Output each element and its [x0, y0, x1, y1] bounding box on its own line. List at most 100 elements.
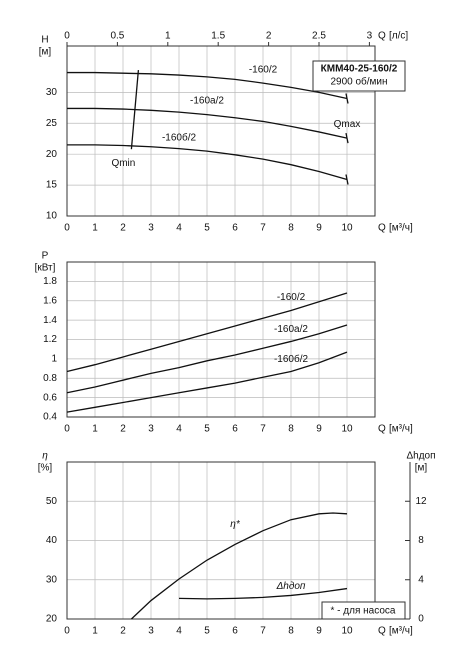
- y-axis-unit: [м]: [39, 47, 52, 58]
- curve: [130, 512, 348, 620]
- y2-tick-label: 4: [418, 574, 424, 585]
- x-tick-label: 5: [204, 626, 210, 637]
- y-tick-label: 0.8: [43, 373, 57, 384]
- curve-label: -160/2: [277, 292, 306, 303]
- x-axis-label: Q: [378, 626, 386, 637]
- x-tick-label: 4: [176, 626, 182, 637]
- x-axis-label: Q: [378, 223, 386, 234]
- x-tick-label: 2: [120, 626, 126, 637]
- x-tick-label: 4: [176, 223, 182, 234]
- x-tick-label: 8: [288, 223, 294, 234]
- y-tick-label: 40: [46, 535, 58, 546]
- y2-tick-label: 12: [415, 496, 427, 507]
- x-tick-label: 8: [288, 424, 294, 435]
- x-tick-label: 9: [316, 626, 322, 637]
- curve-label: -160б/2: [162, 131, 197, 143]
- x-tick-label: 0: [64, 223, 70, 234]
- x-tick-label: 9: [316, 223, 322, 234]
- y-tick-label: 10: [46, 211, 58, 222]
- x-tick-label: 6: [232, 223, 238, 234]
- x-tick-label: 4: [176, 424, 182, 435]
- x-tick-label: 6: [232, 424, 238, 435]
- qmax-label: Qmax: [334, 119, 361, 130]
- x-tick-label: 1: [92, 223, 98, 234]
- y-tick-label: 20: [46, 149, 58, 160]
- y-axis-label: H: [41, 35, 48, 46]
- x2-tick-label: 1.5: [211, 31, 225, 42]
- y2-tick-label: 8: [418, 535, 424, 546]
- x-tick-label: 1: [92, 626, 98, 637]
- x-tick-label: 7: [260, 424, 266, 435]
- x-tick-label: 10: [341, 223, 353, 234]
- x-tick-label: 9: [316, 424, 322, 435]
- x2-axis-unit: [л/с]: [389, 31, 408, 42]
- x-tick-label: 2: [120, 424, 126, 435]
- y-tick-label: 0.6: [43, 392, 57, 403]
- x-tick-label: 0: [64, 424, 70, 435]
- x-tick-label: 8: [288, 626, 294, 637]
- x-tick-label: 3: [148, 424, 154, 435]
- y-tick-label: 0.4: [43, 412, 57, 423]
- x-axis-unit: [м³/ч]: [389, 424, 413, 435]
- y2-tick-label: 0: [418, 614, 424, 625]
- qmax-mark: [345, 132, 349, 144]
- x-axis-unit: [м³/ч]: [389, 223, 413, 234]
- y-axis-unit: [%]: [38, 463, 53, 474]
- note: * - для насоса: [331, 606, 396, 617]
- chart-title: КММ40-25-160/2: [321, 64, 398, 75]
- curve: [178, 587, 348, 600]
- curve-label: -160а/2: [274, 324, 308, 335]
- plot-frame: [66, 461, 376, 620]
- y2-axis-label: Δhдоп: [406, 451, 435, 462]
- curve-label: Δhдоп: [276, 581, 306, 592]
- y-tick-label: 30: [46, 87, 58, 98]
- curve: [67, 107, 348, 139]
- x-tick-label: 0: [64, 626, 70, 637]
- curve-label: -160б/2: [274, 353, 309, 365]
- y-tick-label: 50: [46, 496, 58, 507]
- y-tick-label: 30: [46, 574, 58, 585]
- x-tick-label: 5: [204, 223, 210, 234]
- curve-label: η*: [230, 519, 241, 530]
- x-tick-label: 10: [341, 626, 353, 637]
- y-axis-label: η: [42, 451, 48, 462]
- y-tick-label: 25: [46, 118, 58, 129]
- y-tick-label: 20: [46, 614, 58, 625]
- curve-label: -160а/2: [190, 95, 224, 106]
- y-tick-label: 1.8: [43, 276, 57, 287]
- x2-tick-label: 1: [165, 31, 171, 42]
- x-tick-label: 5: [204, 424, 210, 435]
- x2-tick-label: 0.5: [110, 31, 124, 42]
- title-box: [312, 60, 406, 92]
- x-tick-label: 3: [148, 223, 154, 234]
- x-tick-label: 3: [148, 626, 154, 637]
- curve-label: -160/2: [249, 65, 278, 76]
- plot-frame: [66, 45, 376, 217]
- x2-tick-label: 3: [367, 31, 373, 42]
- note-box: [321, 601, 406, 620]
- curve: [67, 71, 348, 100]
- y-axis-label: P: [42, 251, 49, 262]
- curve: [67, 144, 348, 181]
- x2-tick-label: 2.5: [312, 31, 326, 42]
- x-tick-label: 2: [120, 223, 126, 234]
- curve: [66, 292, 348, 373]
- plot-frame: [66, 261, 376, 418]
- x2-tick-label: 2: [266, 31, 272, 42]
- curve: [66, 351, 348, 413]
- curve: [66, 324, 348, 394]
- qmax-mark: [345, 174, 349, 185]
- y-tick-label: 15: [46, 180, 58, 191]
- x-tick-label: 7: [260, 223, 266, 234]
- y-tick-label: 1.4: [43, 315, 57, 326]
- x-tick-label: 1: [92, 424, 98, 435]
- x-axis-label: Q: [378, 424, 386, 435]
- y-tick-label: 1.6: [43, 295, 57, 306]
- qmax-mark: [345, 93, 349, 104]
- curve: [130, 70, 140, 150]
- y-tick-label: 1.2: [43, 334, 57, 345]
- x-axis-unit: [м³/ч]: [389, 626, 413, 637]
- curve-label: Qmin: [111, 158, 135, 169]
- y2-axis-unit: [м]: [415, 463, 428, 474]
